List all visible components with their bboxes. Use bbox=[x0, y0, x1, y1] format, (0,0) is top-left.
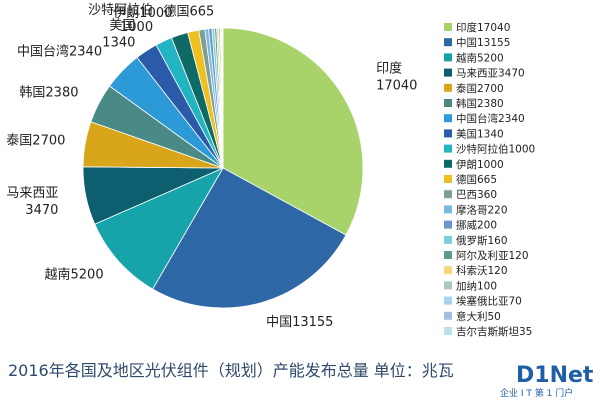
legend-label-19: 意大利50 bbox=[456, 310, 501, 323]
legend-swatch-18 bbox=[444, 296, 452, 305]
pie-slice-2 bbox=[94, 167, 224, 290]
legend-swatch-11 bbox=[444, 190, 452, 199]
data-label-8: 沙特阿拉伯 1000 bbox=[88, 3, 153, 35]
legend-swatch-2 bbox=[444, 53, 452, 62]
legend-swatch-12 bbox=[444, 205, 452, 214]
legend-label-5: 韩国2380 bbox=[456, 97, 504, 110]
data-label-9: 伊朗1000 bbox=[113, 6, 172, 21]
legend-swatch-10 bbox=[444, 175, 452, 183]
legend-label-20: 吉尔吉斯斯坦35 bbox=[456, 325, 532, 338]
legend-label-0: 印度17040 bbox=[456, 21, 510, 34]
pie-slice-0 bbox=[222, 27, 364, 236]
legend-label-1: 中国13155 bbox=[456, 36, 510, 49]
legend-swatch-20 bbox=[444, 327, 452, 335]
data-label-10: 德国665 bbox=[163, 5, 214, 20]
data-label-4: 泰国2700 bbox=[6, 134, 65, 149]
legend-swatch-13 bbox=[444, 220, 452, 229]
watermark-brand: D1Net bbox=[516, 363, 594, 388]
legend-label-12: 摩洛哥220 bbox=[456, 203, 508, 216]
legend-label-2: 越南5200 bbox=[456, 51, 504, 64]
legend-label-10: 德国665 bbox=[456, 173, 497, 186]
legend-swatch-3 bbox=[444, 68, 452, 77]
chart-legend: 印度17040 中国13155 越南5200 马来西亚3470 泰国2700 韩国2380… bbox=[444, 21, 535, 338]
legend-swatch-17 bbox=[444, 281, 452, 290]
pie-slices bbox=[82, 27, 364, 309]
legend-swatch-5 bbox=[444, 99, 452, 107]
legend-swatch-15 bbox=[444, 251, 452, 259]
legend-label-11: 巴西360 bbox=[456, 189, 497, 201]
legend-swatch-7 bbox=[444, 129, 452, 138]
legend-swatch-6 bbox=[444, 114, 452, 123]
data-label-7: 美国 1340 bbox=[102, 19, 135, 51]
legend-label-3: 马来西亚3470 bbox=[456, 68, 525, 80]
pie-data-labels: 印度 17040 中国13155 越南5200 马来西亚 3470 泰国2700 韩国2380… bbox=[6, 3, 417, 330]
data-label-1: 中国13155 bbox=[266, 315, 333, 330]
legend-swatch-14 bbox=[444, 235, 452, 244]
chart-title: 2016年各国及地区光伏组件（规划）产能发布总量 单位：兆瓦 bbox=[8, 361, 454, 380]
legend-label-9: 伊朗1000 bbox=[456, 159, 504, 171]
legend-label-16: 科索沃120 bbox=[456, 264, 508, 277]
legend-label-7: 美国1340 bbox=[456, 127, 504, 140]
data-label-3: 马来西亚 3470 bbox=[6, 186, 58, 218]
legend-label-4: 泰国2700 bbox=[456, 82, 504, 95]
legend-label-14: 俄罗斯160 bbox=[456, 234, 508, 247]
data-label-6: 中国台湾2340 bbox=[17, 43, 102, 59]
legend-label-18: 埃塞俄比亚70 bbox=[456, 295, 522, 308]
data-label-0: 印度 17040 bbox=[376, 61, 417, 94]
legend-swatch-1 bbox=[444, 38, 452, 47]
data-label-2: 越南5200 bbox=[45, 267, 104, 283]
legend-label-8: 沙特阿拉伯1000 bbox=[456, 143, 535, 156]
legend-swatch-16 bbox=[444, 266, 452, 275]
legend-label-15: 阿尔及利亚120 bbox=[456, 249, 529, 262]
legend-label-6: 中国台湾2340 bbox=[456, 112, 525, 125]
legend-swatch-4 bbox=[444, 83, 452, 92]
legend-label-13: 挪威200 bbox=[456, 219, 497, 232]
legend-swatch-9 bbox=[444, 159, 452, 168]
watermark-logo: D1Net 企业 I T 第 1 门户 bbox=[500, 363, 594, 399]
legend-swatch-0 bbox=[444, 23, 452, 31]
legend-label-17: 加纳100 bbox=[456, 279, 497, 292]
data-label-5: 韩国2380 bbox=[19, 86, 78, 101]
watermark-subtitle: 企业 I T 第 1 门户 bbox=[500, 387, 573, 399]
legend-swatch-8 bbox=[444, 144, 452, 153]
pie-slice-1 bbox=[152, 167, 347, 309]
pie-slice-20 bbox=[221, 27, 224, 169]
legend-swatch-19 bbox=[444, 311, 452, 320]
